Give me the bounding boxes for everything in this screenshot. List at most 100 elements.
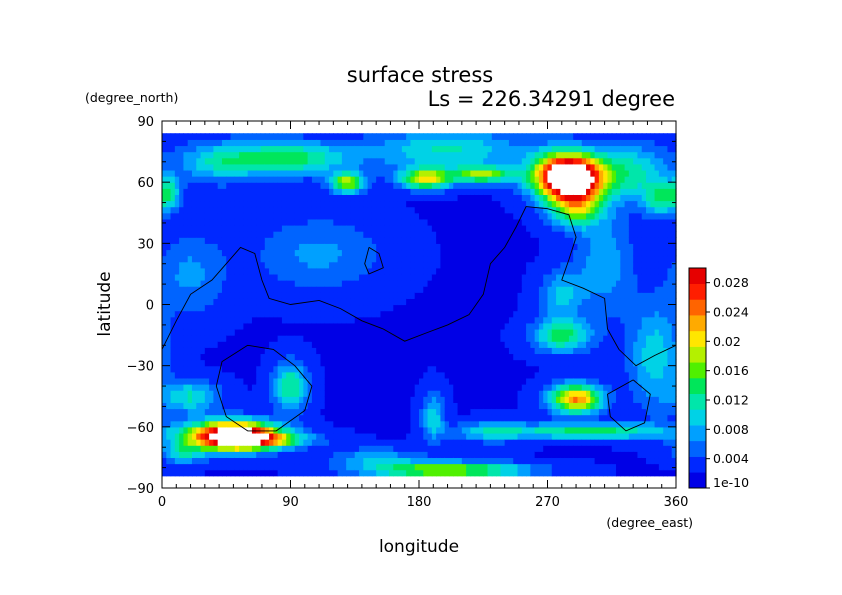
field-cell <box>478 347 484 355</box>
field-cell <box>191 445 197 452</box>
field-cell <box>521 304 527 312</box>
field-cell <box>350 402 356 410</box>
field-cell <box>538 384 544 391</box>
field-cell <box>200 328 206 336</box>
field-cell <box>243 469 249 477</box>
field-cell <box>461 188 467 195</box>
field-cell <box>500 224 506 232</box>
field-cell <box>247 182 253 189</box>
field-cell <box>517 310 523 318</box>
field-cell <box>191 396 197 403</box>
field-cell <box>384 176 390 183</box>
field-cell <box>217 396 223 403</box>
field-cell <box>440 224 446 232</box>
field-cell <box>534 420 540 428</box>
field-cell <box>380 280 386 287</box>
field-cell <box>346 390 352 397</box>
field-cell <box>376 341 382 348</box>
field-cell <box>247 163 253 171</box>
field-cell <box>213 390 219 397</box>
field-cell <box>444 469 450 477</box>
field-cell <box>470 359 476 367</box>
field-cell <box>483 145 489 153</box>
field-cell <box>470 224 476 232</box>
field-cell <box>371 243 377 251</box>
field-cell <box>329 396 334 403</box>
field-cell <box>234 292 240 299</box>
field-cell <box>410 261 416 269</box>
field-cell <box>389 310 394 318</box>
field-cell <box>423 188 429 195</box>
field-cell <box>534 463 540 471</box>
field-cell <box>431 261 437 269</box>
field-cell <box>320 432 326 440</box>
field-cell <box>234 359 240 367</box>
field-cell <box>376 237 382 244</box>
field-cell <box>436 310 442 318</box>
field-cell <box>264 261 270 269</box>
field-cell <box>213 396 219 403</box>
field-cell <box>466 218 471 226</box>
field-cell <box>281 163 287 171</box>
field-cell <box>209 255 214 263</box>
field-cell <box>380 335 386 342</box>
field-cell <box>273 218 279 226</box>
field-cell <box>397 298 403 306</box>
field-cell <box>350 163 356 171</box>
field-cell <box>234 182 240 189</box>
field-cell <box>380 426 386 434</box>
field-cell <box>521 347 527 355</box>
field-cell <box>448 439 454 446</box>
field-cell <box>299 182 304 189</box>
field-cell <box>273 359 279 367</box>
field-cell <box>526 292 531 299</box>
field-cell <box>367 414 373 422</box>
field-cell <box>354 249 360 257</box>
field-cell <box>213 347 219 355</box>
field-cell <box>239 420 244 428</box>
field-cell <box>453 445 459 452</box>
field-cell <box>423 145 429 153</box>
field-cell <box>174 255 180 263</box>
field-cell <box>363 133 369 140</box>
field-cell <box>311 243 317 251</box>
field-cell <box>311 353 317 361</box>
field-cell <box>427 163 433 171</box>
field-cell <box>217 402 223 410</box>
field-cell <box>200 231 206 238</box>
field-cell <box>350 157 356 165</box>
field-cell <box>290 457 296 465</box>
field-cell <box>380 273 386 281</box>
field-cell <box>389 243 394 251</box>
field-cell <box>290 359 296 367</box>
field-cell <box>534 163 540 171</box>
field-cell <box>281 457 287 465</box>
field-cell <box>384 353 390 361</box>
field-cell <box>320 157 326 165</box>
field-cell <box>329 469 334 477</box>
field-cell <box>517 139 523 147</box>
field-cell <box>251 347 257 355</box>
field-cell <box>500 328 506 336</box>
field-cell <box>217 273 223 281</box>
field-cell <box>174 224 180 232</box>
field-cell <box>307 322 313 330</box>
field-cell <box>166 365 172 373</box>
field-cell <box>504 298 510 306</box>
field-cell <box>414 365 420 373</box>
field-cell <box>230 163 236 171</box>
field-cell <box>474 341 480 348</box>
field-cell <box>162 231 167 238</box>
field-cell <box>256 390 262 397</box>
field-cell <box>508 206 514 214</box>
field-cell <box>401 371 407 379</box>
field-cell <box>260 255 266 263</box>
field-cell <box>183 328 189 336</box>
field-cell <box>444 328 450 336</box>
field-cell <box>363 224 369 232</box>
field-cell <box>500 304 506 312</box>
field-cell <box>320 359 326 367</box>
field-cell <box>538 402 544 410</box>
field-cell <box>448 347 454 355</box>
field-cell <box>500 439 506 446</box>
